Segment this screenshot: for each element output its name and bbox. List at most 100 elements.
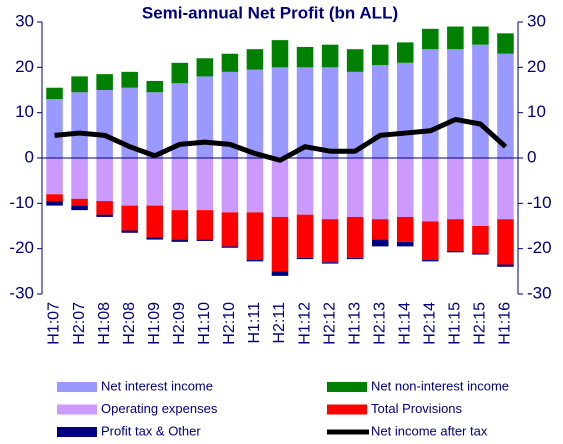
bar-segment bbox=[196, 158, 214, 211]
legend-label: Operating expenses bbox=[101, 401, 218, 416]
bar-segment bbox=[46, 87, 63, 100]
legend-label: Net non-interest income bbox=[371, 378, 509, 393]
bar-segment bbox=[497, 158, 514, 220]
bar-segment bbox=[221, 246, 239, 248]
bar-segment bbox=[96, 90, 113, 158]
bar-segment bbox=[271, 67, 289, 158]
y-tick-label: 20 bbox=[15, 57, 34, 76]
bar-segment bbox=[296, 158, 314, 215]
bar-segment bbox=[422, 260, 439, 262]
bar-segment bbox=[321, 158, 339, 220]
y2-tick-label: -20 bbox=[527, 238, 552, 257]
bar-segment bbox=[296, 214, 314, 258]
x-tick-label: H1:07 bbox=[46, 302, 63, 345]
bar-segment bbox=[171, 158, 189, 211]
bar-segment bbox=[422, 49, 439, 159]
y-tick-label: 10 bbox=[15, 102, 34, 121]
bar-segment bbox=[146, 237, 164, 240]
bar-segment bbox=[346, 49, 364, 72]
x-tick-label: H1:13 bbox=[346, 302, 363, 345]
bar-segment bbox=[371, 219, 389, 240]
bar-segment bbox=[196, 210, 214, 240]
bar-segment bbox=[171, 62, 189, 84]
bar-segment bbox=[121, 205, 138, 231]
bar-segment bbox=[46, 194, 63, 202]
bar-segment bbox=[447, 158, 464, 220]
legend-label: Net income after tax bbox=[371, 423, 488, 438]
bar-segment bbox=[71, 158, 88, 199]
bar-segment bbox=[371, 158, 389, 220]
bar-segment bbox=[447, 26, 464, 50]
bar-segment bbox=[46, 201, 63, 206]
x-tick-label: H2:07 bbox=[71, 302, 88, 345]
x-tick-label: H1:14 bbox=[396, 302, 413, 345]
bar-segment bbox=[221, 212, 239, 247]
bar-segment bbox=[46, 99, 63, 158]
bar-segment bbox=[472, 253, 489, 255]
chart-title: Semi-annual Net Profit (bn ALL) bbox=[142, 3, 398, 22]
x-tick-label: H2:14 bbox=[422, 302, 439, 345]
y2-tick-label: -10 bbox=[527, 193, 552, 212]
bar-segment bbox=[422, 158, 439, 222]
y-tick-label: 30 bbox=[15, 11, 34, 30]
bar-segment bbox=[396, 62, 414, 158]
x-tick-label: H2:09 bbox=[171, 302, 188, 345]
x-tick-label: H2:08 bbox=[121, 302, 138, 345]
bar-segment bbox=[121, 71, 138, 88]
bar-segment bbox=[422, 221, 439, 260]
bar-segment bbox=[472, 226, 489, 254]
bar-segment bbox=[422, 28, 439, 50]
y-tick-label: 0 bbox=[25, 147, 34, 166]
x-tick-label: H2:11 bbox=[271, 302, 288, 344]
y2-tick-label: -30 bbox=[527, 283, 552, 302]
bar-segment bbox=[396, 216, 414, 242]
bar-segment bbox=[221, 71, 239, 158]
x-tick-label: H1:12 bbox=[296, 302, 313, 345]
bar-segment bbox=[321, 262, 339, 264]
bar-segment bbox=[96, 158, 113, 202]
y2-tick-label: 30 bbox=[527, 11, 546, 30]
bar-segment bbox=[246, 212, 264, 260]
bar-segment bbox=[447, 219, 464, 251]
bar-segment bbox=[71, 205, 88, 211]
y2-tick-label: 0 bbox=[527, 147, 536, 166]
legend-swatch bbox=[327, 404, 367, 415]
legend-swatch bbox=[57, 404, 97, 415]
bar-segment bbox=[71, 92, 88, 158]
x-tick-label: H1:15 bbox=[447, 302, 464, 345]
legend-label: Total Provisions bbox=[371, 401, 463, 416]
bar-segment bbox=[246, 260, 264, 262]
bar-segment bbox=[271, 40, 289, 68]
bar-segment bbox=[171, 210, 189, 240]
bar-segment bbox=[472, 44, 489, 158]
bar-segment bbox=[196, 76, 214, 158]
bar-segment bbox=[497, 264, 514, 267]
bar-segment bbox=[371, 239, 389, 247]
x-tick-label: H1:16 bbox=[497, 302, 514, 345]
bar-segment bbox=[121, 87, 138, 158]
bar-segment bbox=[146, 92, 164, 158]
y2-tick-label: 10 bbox=[527, 102, 546, 121]
x-tick-label: H1:09 bbox=[146, 302, 163, 345]
bar-segment bbox=[346, 216, 364, 258]
bar-segment bbox=[346, 158, 364, 217]
bar-segment bbox=[396, 158, 414, 217]
bar-segment bbox=[472, 26, 489, 45]
bar-segment bbox=[46, 158, 63, 195]
bar-segment bbox=[271, 216, 289, 272]
bar-segment bbox=[396, 241, 414, 247]
bar-segment bbox=[171, 239, 189, 242]
bar-segment bbox=[221, 53, 239, 72]
bar-segment bbox=[346, 71, 364, 158]
bar-segment bbox=[497, 219, 514, 265]
y2-tick-label: 20 bbox=[527, 57, 546, 76]
bar-segment bbox=[146, 158, 164, 206]
bar-segment bbox=[497, 33, 514, 54]
legend-swatch bbox=[57, 427, 97, 437]
bar-segment bbox=[96, 201, 113, 215]
bar-segment bbox=[271, 271, 289, 276]
bar-segment bbox=[371, 65, 389, 158]
bar-segment bbox=[221, 158, 239, 213]
y-tick-label: -10 bbox=[9, 193, 34, 212]
